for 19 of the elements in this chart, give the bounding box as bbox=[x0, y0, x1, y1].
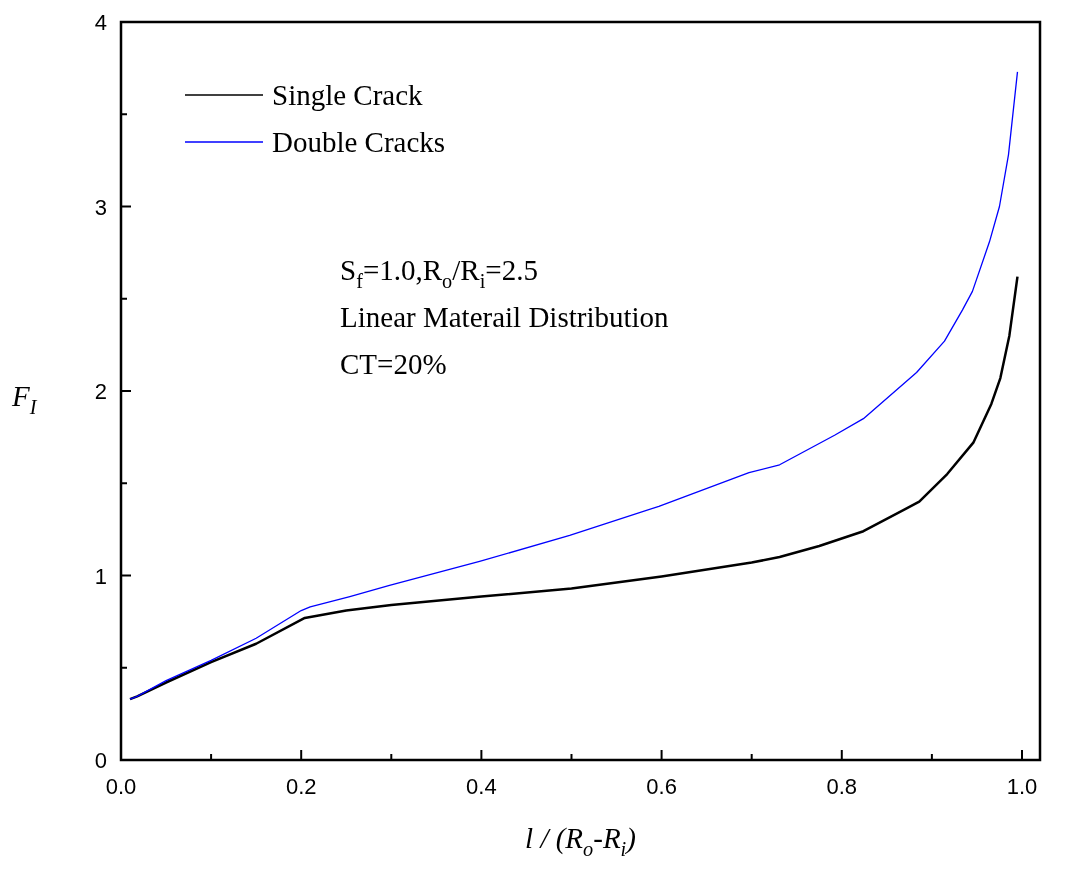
x-tick-label: 0.8 bbox=[826, 774, 858, 799]
legend-label: Single Crack bbox=[272, 79, 424, 111]
y-tick-label: 0 bbox=[94, 748, 107, 773]
legend-label: Double Cracks bbox=[272, 126, 446, 158]
y-axis-title: F$_{I}$ bbox=[11, 380, 38, 418]
x-tick-label: 1.0 bbox=[1006, 774, 1038, 799]
annotation: Linear Materail Distribution bbox=[340, 301, 670, 333]
x-tick-label: 0.4 bbox=[466, 774, 497, 799]
y-tick-label: 1 bbox=[94, 563, 107, 589]
line-series bbox=[129, 71, 1019, 700]
x-tick-label: 0.6 bbox=[646, 774, 677, 799]
annotation: CT=20% bbox=[340, 348, 447, 380]
annotation: S$_{f}$=1.0,R$_{o}$/R$_{i}$=2.5 bbox=[340, 254, 538, 292]
x-tick-label: 0.0 bbox=[105, 774, 137, 799]
x-tick-label: 0.2 bbox=[285, 774, 317, 799]
y-tick-label: 2 bbox=[94, 379, 107, 404]
x-axis-title: l / (R$_{o}$-R$_{i}$) bbox=[525, 822, 636, 860]
y-tick-label: 4 bbox=[94, 10, 107, 35]
y-tick-label: 3 bbox=[94, 194, 107, 220]
